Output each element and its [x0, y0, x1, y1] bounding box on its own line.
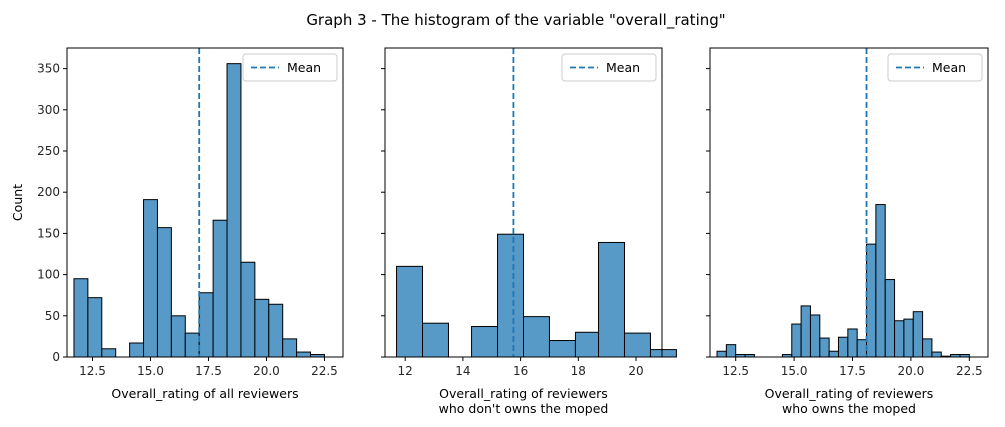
histogram-bar — [296, 351, 312, 358]
histogram-bar — [875, 204, 886, 358]
histogram-bar — [922, 338, 933, 358]
legend-label: Mean — [287, 60, 321, 75]
histogram-bar — [156, 227, 172, 358]
histogram-bar — [240, 261, 256, 358]
histogram-bar — [226, 63, 242, 358]
histogram-bar — [170, 315, 186, 358]
histogram-bar — [866, 243, 877, 358]
histogram-bar — [725, 344, 737, 358]
histogram-bar — [931, 351, 942, 358]
histogram-bar — [143, 199, 158, 358]
histogram-bar — [649, 349, 677, 358]
histogram-bar — [800, 305, 811, 358]
x-tick-label: 14 — [455, 364, 470, 378]
histogram-bar — [884, 279, 896, 358]
y-tick-label: 0 — [52, 350, 60, 364]
histogram-bar — [101, 348, 117, 358]
histogram-bar — [254, 298, 270, 358]
x-axis-label: Overall_rating of all reviewers — [111, 386, 298, 401]
histogram-bar — [912, 311, 924, 358]
y-tick-label: 350 — [37, 62, 60, 76]
subplot-3: 12.5 15.0 17.5 20.0 22.5 Overall_rating of re… — [706, 47, 989, 416]
histogram-bar — [791, 323, 802, 358]
x-tick-label: 20.0 — [898, 364, 925, 378]
histogram-bar — [212, 219, 228, 358]
legend-label: Mean — [932, 60, 966, 75]
histogram-bar — [903, 318, 914, 358]
histogram-bar — [574, 331, 600, 358]
figure-title: Graph 3 - The histogram of the variable … — [306, 11, 725, 30]
x-axis-label: Overall_rating of reviewers — [765, 386, 934, 401]
histogram-bar — [471, 326, 499, 358]
histogram-bar — [282, 338, 298, 358]
x-tick-label: 18 — [571, 364, 586, 378]
legend-box — [887, 53, 983, 82]
histogram-bar — [856, 339, 868, 358]
histogram-bar — [268, 303, 284, 358]
x-tick-label: 17.5 — [839, 364, 866, 378]
histogram-bar — [828, 350, 839, 358]
x-tick-label: 20.0 — [253, 364, 280, 378]
histogram-bar — [497, 233, 524, 358]
histogram-bar — [87, 297, 103, 358]
legend-label: Mean — [606, 60, 640, 75]
y-tick-label: 150 — [37, 226, 60, 240]
histogram-bar — [716, 350, 727, 358]
axes-frame — [709, 47, 989, 358]
y-axis-label: Count — [10, 184, 25, 221]
x-axis-label: who don't owns the moped — [439, 401, 609, 416]
x-tick-label: 22.5 — [956, 364, 983, 378]
histogram-bar — [129, 342, 145, 358]
histogram-bar — [548, 340, 576, 358]
histogram-bar — [184, 332, 200, 358]
y-tick-label: 50 — [45, 309, 60, 323]
histogram-bar — [809, 314, 821, 358]
x-tick-label: 12.5 — [722, 364, 749, 378]
histogram-bar — [422, 322, 449, 358]
x-tick-label: 12 — [398, 364, 413, 378]
y-tick-label: 250 — [37, 144, 60, 158]
histogram-bar — [894, 320, 905, 358]
legend: Mean — [242, 53, 338, 82]
legend-box — [242, 53, 338, 82]
x-tick-label: 15.0 — [781, 364, 808, 378]
x-tick-label: 12.5 — [79, 364, 106, 378]
x-tick-label: 22.5 — [311, 364, 338, 378]
legend: Mean — [561, 53, 657, 82]
histogram-bar — [73, 278, 89, 358]
histogram-bar — [819, 337, 830, 358]
x-tick-label: 20 — [628, 364, 643, 378]
histogram-bar — [847, 328, 858, 358]
x-axis-label: Overall_rating of reviewers — [439, 386, 608, 401]
histogram-bar — [598, 241, 625, 358]
histogram-bar — [523, 316, 550, 358]
histogram-bar — [396, 265, 424, 358]
subplot-2: 12 14 16 18 20 Overall_rating of reviewerswho… — [381, 47, 677, 416]
y-tick-label: 100 — [37, 268, 60, 282]
x-tick-label: 17.5 — [195, 364, 222, 378]
x-tick-label: 16 — [513, 364, 528, 378]
legend: Mean — [887, 53, 983, 82]
subplot-1: 12.5 15.0 17.5 20.0 22.5 0 50 100 150 200 250 300 35… — [10, 47, 344, 401]
x-axis-label: who owns the moped — [782, 401, 916, 416]
y-tick-label: 300 — [37, 103, 60, 117]
x-tick-label: 15.0 — [137, 364, 164, 378]
y-tick-label: 200 — [37, 185, 60, 199]
histogram-bar — [198, 292, 214, 358]
axes-frame — [66, 47, 344, 358]
axes-frame — [384, 47, 663, 358]
histogram-bar — [623, 332, 651, 358]
histogram-bar — [837, 336, 849, 358]
legend-box — [561, 53, 657, 82]
